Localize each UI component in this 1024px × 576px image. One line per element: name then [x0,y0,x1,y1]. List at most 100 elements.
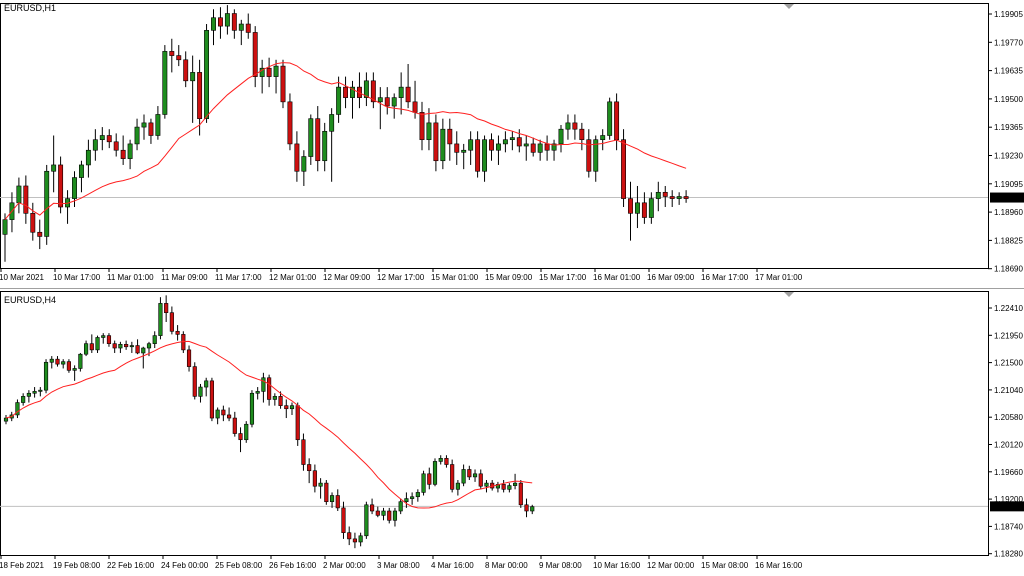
time-tick-label: 10 Mar 16:00 [593,561,641,570]
candle-body [524,504,529,512]
candle [307,458,312,484]
symbol-label: EURUSD,H4 [4,295,56,305]
current-price-value: 1.19025 [992,502,1021,511]
time-tick-label: 15 Mar 08:00 [701,561,749,570]
candle [315,106,321,172]
candle [341,501,346,539]
candle [30,202,36,241]
candle-body [141,122,147,128]
candle [112,340,117,353]
time-tick-label: 11 Mar 01:00 [107,273,154,282]
chart-shift-marker-icon[interactable] [784,4,794,9]
chart-window-h1[interactable]: 1.19905 1.19770 1.19635 1.19500 1.19365 1.192… [0,0,1024,288]
candle-body [51,164,57,172]
candle [507,483,512,493]
candle-body [120,149,126,159]
candle [565,114,571,140]
candle [607,97,613,140]
time-tick-label: 8 Mar 00:00 [485,561,528,570]
candle-body [152,335,157,344]
candle-body [341,507,346,533]
candle [600,129,606,151]
candle [324,480,329,505]
candle [204,24,210,123]
time-tick-label: 18 Feb 2021 [0,561,44,570]
candle [579,122,585,151]
candle [322,122,328,172]
candle [421,470,426,496]
candle-body [501,484,506,490]
candle-body [391,97,397,107]
candle-body [350,86,355,98]
candle-body [641,202,647,218]
candlestick-chart[interactable]: 1.22410 1.21950 1.21500 1.21040 1.20580 1.201… [0,288,1024,576]
candle [454,131,460,165]
current-price-tag: 1.19025 [990,501,1024,512]
candle [375,506,380,518]
time-tick-label: 10 Mar 17:00 [53,273,101,282]
chart-shift-marker-icon[interactable] [784,292,794,297]
candle [461,464,466,487]
candle [169,306,174,335]
candle-body [198,386,203,397]
candle [398,498,403,515]
time-tick-label: 15 Mar 17:00 [539,273,587,282]
candle [683,190,689,203]
candle-body [232,417,237,434]
candle-body [301,156,307,172]
candle-body [289,405,295,410]
candle-body [190,72,196,82]
candle [135,339,140,355]
candle [370,498,375,515]
candle-body [227,414,232,419]
candle-body [579,128,585,141]
candle [518,480,523,508]
candle [85,139,91,178]
candle-body [162,51,168,115]
candle [15,399,20,419]
candle-body [495,484,500,489]
candle [61,359,66,369]
candle [192,362,197,400]
candle [261,372,266,403]
candle-body [158,303,163,336]
candlestick-chart[interactable]: 1.19905 1.19770 1.19635 1.19500 1.19365 1.192… [0,0,1024,288]
candle [558,124,564,153]
candle [169,38,175,73]
time-tick-label: 12 Mar 09:00 [323,273,371,282]
candle-body [294,143,300,172]
candle-body [148,122,154,136]
candle [358,532,363,547]
price-tick-label: 1.19905 [994,10,1023,19]
candle-body [432,461,438,485]
candle [95,335,100,353]
candle-body [513,482,518,486]
candle [350,80,355,119]
candle [118,341,123,353]
candle [516,129,522,153]
time-tick-label: 10 Mar 2021 [0,273,44,282]
candle-body [85,149,91,166]
candle-body [92,139,98,151]
candle [335,489,340,511]
candle [478,469,483,490]
candle [209,377,214,422]
candle [370,72,376,109]
candle-body [412,101,418,113]
candle-body [72,368,77,371]
time-axis: 18 Feb 2021 19 Feb 08:00 22 Feb 16:00 24 Fe… [0,555,803,570]
candle-body [648,198,654,218]
candle-body [669,196,675,199]
candle [259,59,265,94]
candle-body [447,128,453,145]
candle-body [169,51,175,56]
candle [16,177,22,214]
candle [482,135,488,182]
candle-body [58,164,64,208]
candle [415,489,420,502]
chart-window-h4[interactable]: 1.22410 1.21950 1.21500 1.21040 1.20580 1.201… [0,288,1024,576]
candle-body [676,196,682,199]
candle-body [38,389,43,392]
candle-body [209,380,214,419]
candle-body [61,361,66,365]
